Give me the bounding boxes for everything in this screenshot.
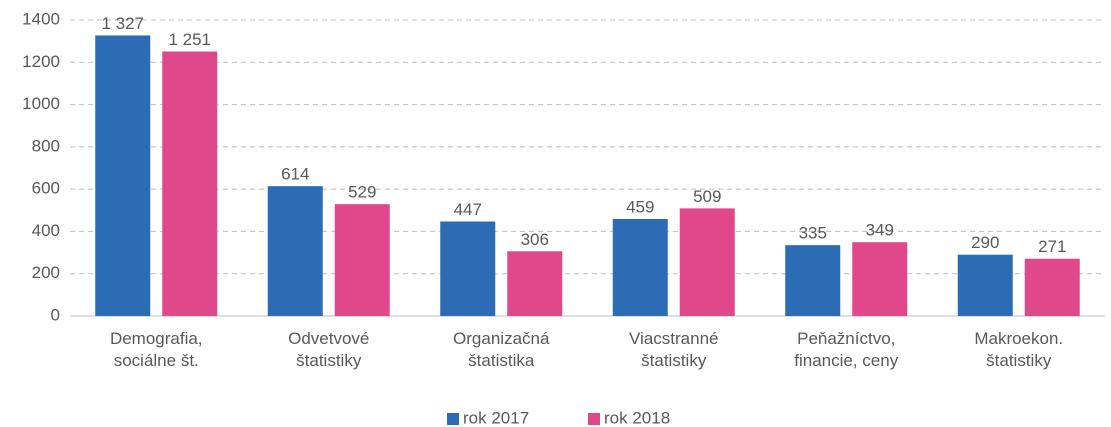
value-label: 1 327 [101, 14, 144, 33]
bar [785, 245, 841, 316]
value-label: 290 [971, 233, 999, 252]
bar [1024, 258, 1080, 316]
y-tick-label: 1000 [22, 94, 60, 113]
value-label: 509 [693, 187, 721, 206]
x-tick-label: Odvetvové štatistiky [288, 329, 370, 370]
value-label: 529 [348, 183, 376, 202]
y-tick-label: 800 [32, 136, 60, 155]
y-tick-label: 1400 [22, 9, 60, 28]
bar [852, 242, 908, 316]
legend-label: rok 2018 [604, 408, 670, 427]
x-tick-label: Viacstranné štatistiky [629, 329, 719, 370]
y-tick-label: 1200 [22, 52, 60, 71]
value-label: 349 [866, 221, 894, 240]
value-label: 271 [1038, 237, 1066, 256]
value-label: 459 [626, 197, 654, 216]
x-tick-label: Organizačná štatistika [453, 329, 550, 370]
value-label: 614 [281, 165, 309, 184]
legend-swatch [588, 413, 600, 425]
value-label: 335 [799, 224, 827, 243]
bar [267, 186, 323, 316]
bar [679, 208, 735, 316]
y-tick-label: 200 [32, 263, 60, 282]
bar [957, 254, 1013, 316]
legend-swatch [447, 413, 459, 425]
y-tick-label: 0 [51, 305, 60, 324]
bar [440, 221, 496, 316]
bar [507, 251, 563, 316]
x-tick-label: Peňažníctvo, financie, ceny [794, 329, 899, 370]
bar [95, 35, 151, 316]
value-label: 447 [454, 200, 482, 219]
bar [612, 218, 668, 316]
x-tick-label: Makroekon. štatistiky [974, 329, 1064, 370]
legend-label: rok 2017 [463, 408, 529, 427]
y-tick-label: 600 [32, 179, 60, 198]
value-label: 1 251 [168, 30, 211, 49]
x-tick-label: Demografia, sociálne št. [109, 329, 203, 370]
bar [162, 51, 218, 316]
value-label: 306 [521, 230, 549, 249]
bar [334, 204, 390, 316]
y-tick-label: 400 [32, 221, 60, 240]
